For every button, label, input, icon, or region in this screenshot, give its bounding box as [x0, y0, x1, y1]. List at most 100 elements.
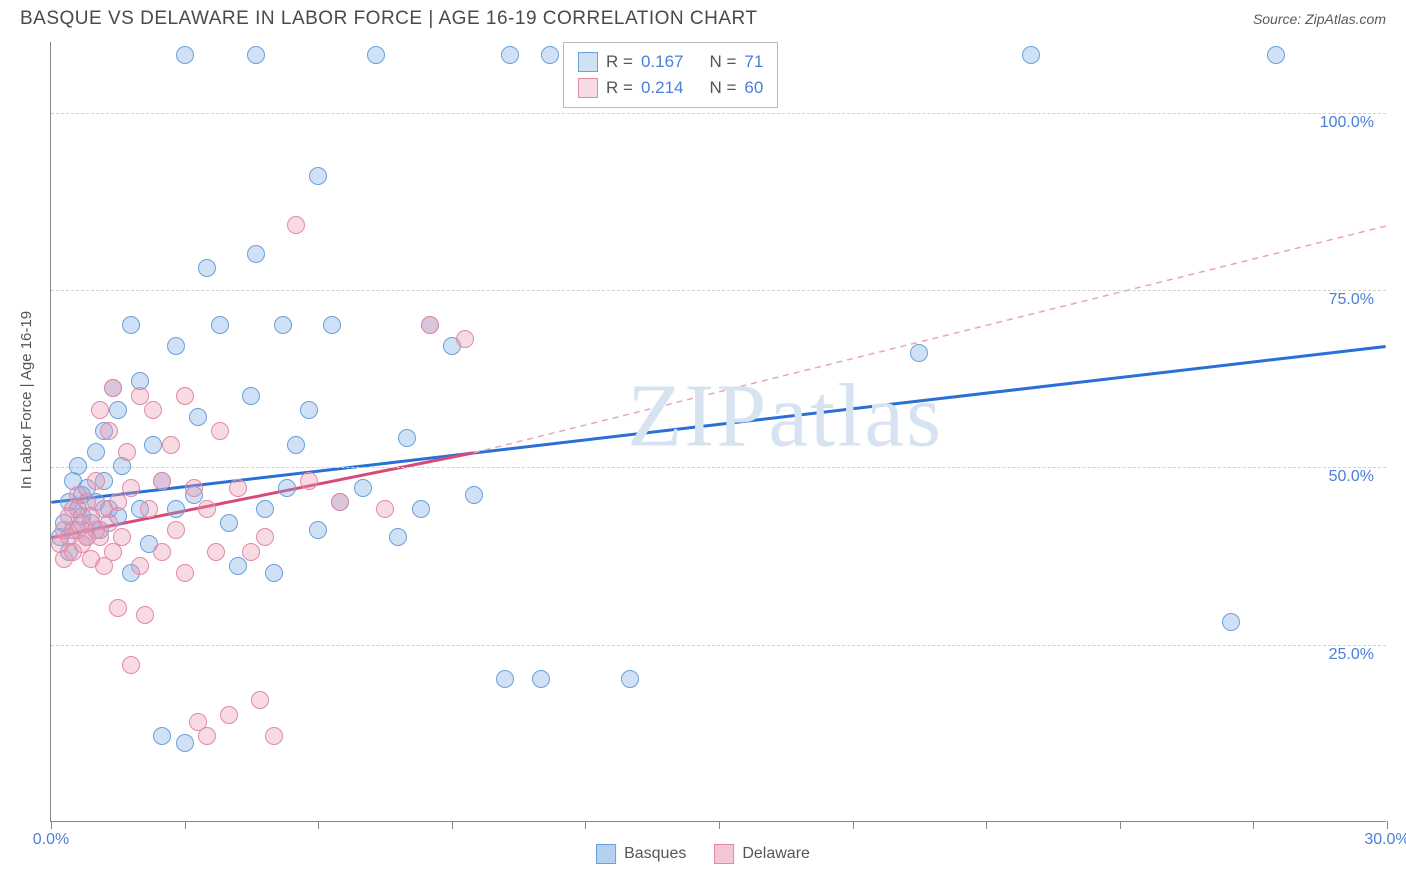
x-tick — [585, 821, 586, 829]
data-point — [153, 727, 171, 745]
data-point — [176, 734, 194, 752]
x-tick — [853, 821, 854, 829]
y-tick-label: 100.0% — [1320, 114, 1374, 132]
data-point — [251, 691, 269, 709]
data-point — [167, 337, 185, 355]
data-point — [367, 46, 385, 64]
data-point — [421, 316, 439, 334]
data-point — [109, 493, 127, 511]
legend-swatch-delaware — [714, 844, 734, 864]
data-point — [465, 486, 483, 504]
data-point — [91, 401, 109, 419]
source-attribution: Source: ZipAtlas.com — [1253, 11, 1386, 27]
data-point — [185, 479, 203, 497]
data-point — [87, 472, 105, 490]
n-value: 71 — [744, 49, 763, 75]
gridline — [51, 113, 1386, 114]
data-point — [113, 528, 131, 546]
x-tick — [185, 821, 186, 829]
data-point — [131, 557, 149, 575]
x-tick-label: 0.0% — [33, 831, 69, 849]
x-tick — [719, 821, 720, 829]
data-point — [144, 436, 162, 454]
legend-row: R = 0.167 N = 71 — [578, 49, 763, 75]
data-point — [1267, 46, 1285, 64]
data-point — [278, 479, 296, 497]
x-tick — [318, 821, 319, 829]
data-point — [256, 500, 274, 518]
data-point — [131, 387, 149, 405]
correlation-legend: R = 0.167 N = 71 R = 0.214 N = 60 — [563, 42, 778, 108]
data-point — [287, 216, 305, 234]
data-point — [153, 472, 171, 490]
data-point — [176, 564, 194, 582]
data-point — [144, 401, 162, 419]
x-tick — [1387, 821, 1388, 829]
series-legend: Basques Delaware — [596, 844, 810, 864]
data-point — [189, 408, 207, 426]
data-point — [300, 472, 318, 490]
data-point — [309, 521, 327, 539]
scatter-chart: ZIPatlas 25.0%50.0%75.0%100.0%0.0%30.0% — [50, 42, 1386, 822]
data-point — [198, 500, 216, 518]
data-point — [242, 387, 260, 405]
x-tick-label: 30.0% — [1364, 831, 1406, 849]
data-point — [1222, 613, 1240, 631]
legend-swatch-delaware — [578, 78, 598, 98]
data-point — [136, 606, 154, 624]
data-point — [162, 436, 180, 454]
data-point — [122, 316, 140, 334]
data-point — [621, 670, 639, 688]
data-point — [220, 514, 238, 532]
data-point — [398, 429, 416, 447]
legend-label: Basques — [624, 845, 686, 863]
data-point — [153, 543, 171, 561]
data-point — [229, 557, 247, 575]
data-point — [198, 727, 216, 745]
data-point — [167, 500, 185, 518]
y-tick-label: 25.0% — [1329, 646, 1374, 664]
data-point — [167, 521, 185, 539]
data-point — [389, 528, 407, 546]
data-point — [354, 479, 372, 497]
data-point — [496, 670, 514, 688]
gridline — [51, 645, 1386, 646]
data-point — [376, 500, 394, 518]
y-tick-label: 50.0% — [1329, 468, 1374, 486]
data-point — [229, 479, 247, 497]
data-point — [541, 46, 559, 64]
data-point — [247, 46, 265, 64]
data-point — [309, 167, 327, 185]
x-tick — [1120, 821, 1121, 829]
data-point — [69, 457, 87, 475]
watermark: ZIPatlas — [627, 364, 943, 467]
data-point — [176, 46, 194, 64]
y-axis-label: In Labor Force | Age 16-19 — [18, 311, 35, 489]
legend-swatch-basques — [596, 844, 616, 864]
n-label: N = — [709, 75, 736, 101]
data-point — [247, 245, 265, 263]
n-label: N = — [709, 49, 736, 75]
data-point — [532, 670, 550, 688]
data-point — [910, 344, 928, 362]
legend-item: Delaware — [714, 844, 810, 864]
data-point — [104, 379, 122, 397]
r-value: 0.214 — [641, 75, 684, 101]
data-point — [265, 727, 283, 745]
data-point — [118, 443, 136, 461]
x-tick — [51, 821, 52, 829]
data-point — [122, 479, 140, 497]
data-point — [501, 46, 519, 64]
data-point — [323, 316, 341, 334]
data-point — [256, 528, 274, 546]
data-point — [100, 514, 118, 532]
x-tick — [452, 821, 453, 829]
data-point — [242, 543, 260, 561]
data-point — [140, 500, 158, 518]
data-point — [109, 401, 127, 419]
data-point — [265, 564, 283, 582]
n-value: 60 — [744, 75, 763, 101]
gridline — [51, 467, 1386, 468]
legend-swatch-basques — [578, 52, 598, 72]
data-point — [100, 422, 118, 440]
